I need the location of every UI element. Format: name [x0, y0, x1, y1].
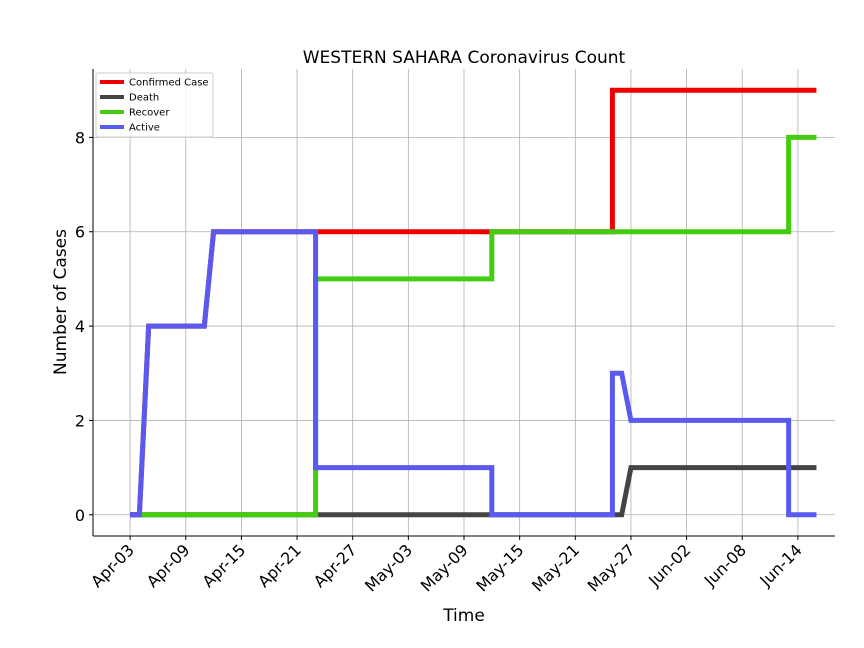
- x-tick-label: May-27: [584, 540, 639, 595]
- chart-title: WESTERN SAHARA Coronavirus Count: [303, 48, 626, 68]
- series-layer: [130, 87, 817, 518]
- legend-label: Death: [129, 93, 159, 104]
- x-tick-label: May-09: [417, 540, 472, 595]
- legend-label: Active: [129, 123, 160, 134]
- x-tick-label: May-21: [528, 540, 583, 595]
- y-tick-layer: 0 2 4 6 8: [75, 128, 93, 525]
- x-tick-label: Apr-09: [143, 540, 194, 591]
- x-tick-label: Jun-08: [700, 540, 750, 590]
- y-tick-label: 8: [75, 128, 85, 147]
- x-tick-label: Apr-21: [254, 540, 305, 591]
- x-tick-label: Apr-27: [310, 540, 361, 591]
- legend-label: Confirmed Case: [129, 78, 209, 89]
- x-tick-label: May-15: [472, 540, 527, 595]
- series-line-death: [130, 465, 817, 518]
- legend-label: Recover: [129, 108, 170, 119]
- series-line-active: [130, 229, 817, 518]
- x-tick-label: Jun-14: [755, 540, 805, 590]
- legend: Confirmed Case Death Recover Active: [95, 72, 214, 138]
- x-tick-label: Jun-02: [644, 540, 694, 590]
- y-axis-label: Number of Cases: [51, 229, 71, 375]
- legend-frame: [95, 72, 214, 138]
- series-line-confirmed-case: [130, 87, 817, 518]
- y-tick-label: 2: [75, 411, 85, 430]
- x-tick-label: Apr-15: [198, 540, 249, 591]
- x-tick-layer: Apr-03 Apr-09 Apr-15 Apr-21 Apr-27 May-03 May-…: [87, 536, 806, 596]
- y-tick-label: 6: [75, 223, 85, 242]
- x-tick-label: Apr-03: [87, 540, 138, 591]
- x-axis-label: Time: [442, 606, 485, 626]
- x-tick-label: May-03: [361, 540, 416, 595]
- y-tick-label: 4: [75, 317, 85, 336]
- y-tick-label: 0: [75, 506, 85, 525]
- series-line-recover: [139, 134, 817, 518]
